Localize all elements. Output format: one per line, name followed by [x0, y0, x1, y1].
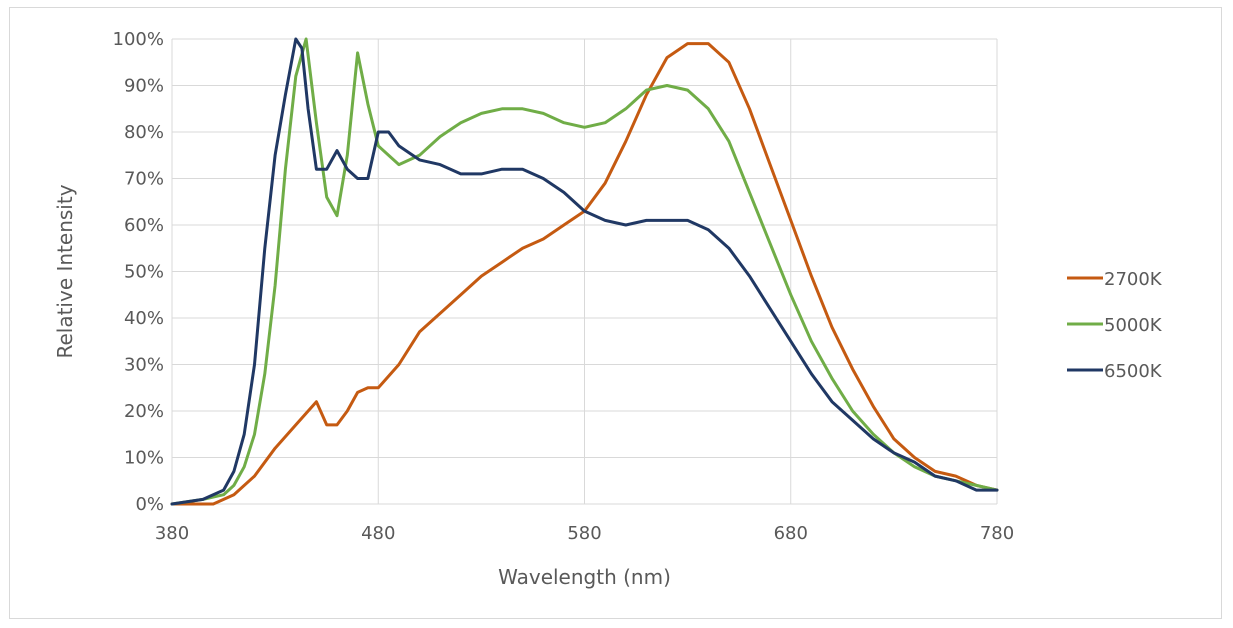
- y-tick-label: 80%: [124, 122, 164, 143]
- x-tick-label: 680: [774, 523, 808, 544]
- series-lines: [170, 37, 999, 506]
- grid: [171, 38, 998, 505]
- y-tick-label: 50%: [124, 262, 164, 283]
- series-line-5000K: [170, 37, 999, 506]
- legend-label-5000K: 5000K: [1104, 315, 1163, 336]
- y-tick-label: 40%: [124, 308, 164, 329]
- legend: 2700K 5000K 6500K: [1067, 269, 1163, 382]
- legend-label-6500K: 6500K: [1104, 361, 1163, 382]
- tick-labels: 0% 10% 20% 30% 40% 50% 60% 70% 80% 90% 100% 380 480 5…: [113, 29, 1015, 544]
- y-tick-label: 30%: [124, 355, 164, 376]
- y-tick-label: 0%: [135, 494, 164, 515]
- y-tick-label: 100%: [113, 29, 164, 50]
- series-line-2700K: [170, 42, 999, 506]
- y-tick-label: 20%: [124, 401, 164, 422]
- x-axis-title: Wavelength (nm): [498, 565, 671, 589]
- x-tick-label: 480: [361, 523, 395, 544]
- y-tick-label: 90%: [124, 76, 164, 97]
- x-tick-label: 580: [567, 523, 601, 544]
- x-tick-label: 780: [980, 523, 1014, 544]
- y-tick-label: 10%: [124, 448, 164, 469]
- y-tick-label: 60%: [124, 215, 164, 236]
- line-chart: 0% 10% 20% 30% 40% 50% 60% 70% 80% 90% 100% 380 480 5…: [53, 29, 1163, 589]
- series-line-6500K: [170, 37, 999, 506]
- y-axis-title: Relative Intensity: [53, 184, 77, 358]
- chart-frame: 0% 10% 20% 30% 40% 50% 60% 70% 80% 90% 100% 380 480 5…: [9, 7, 1222, 619]
- legend-label-2700K: 2700K: [1104, 269, 1163, 290]
- y-tick-label: 70%: [124, 169, 164, 190]
- x-tick-label: 380: [155, 523, 189, 544]
